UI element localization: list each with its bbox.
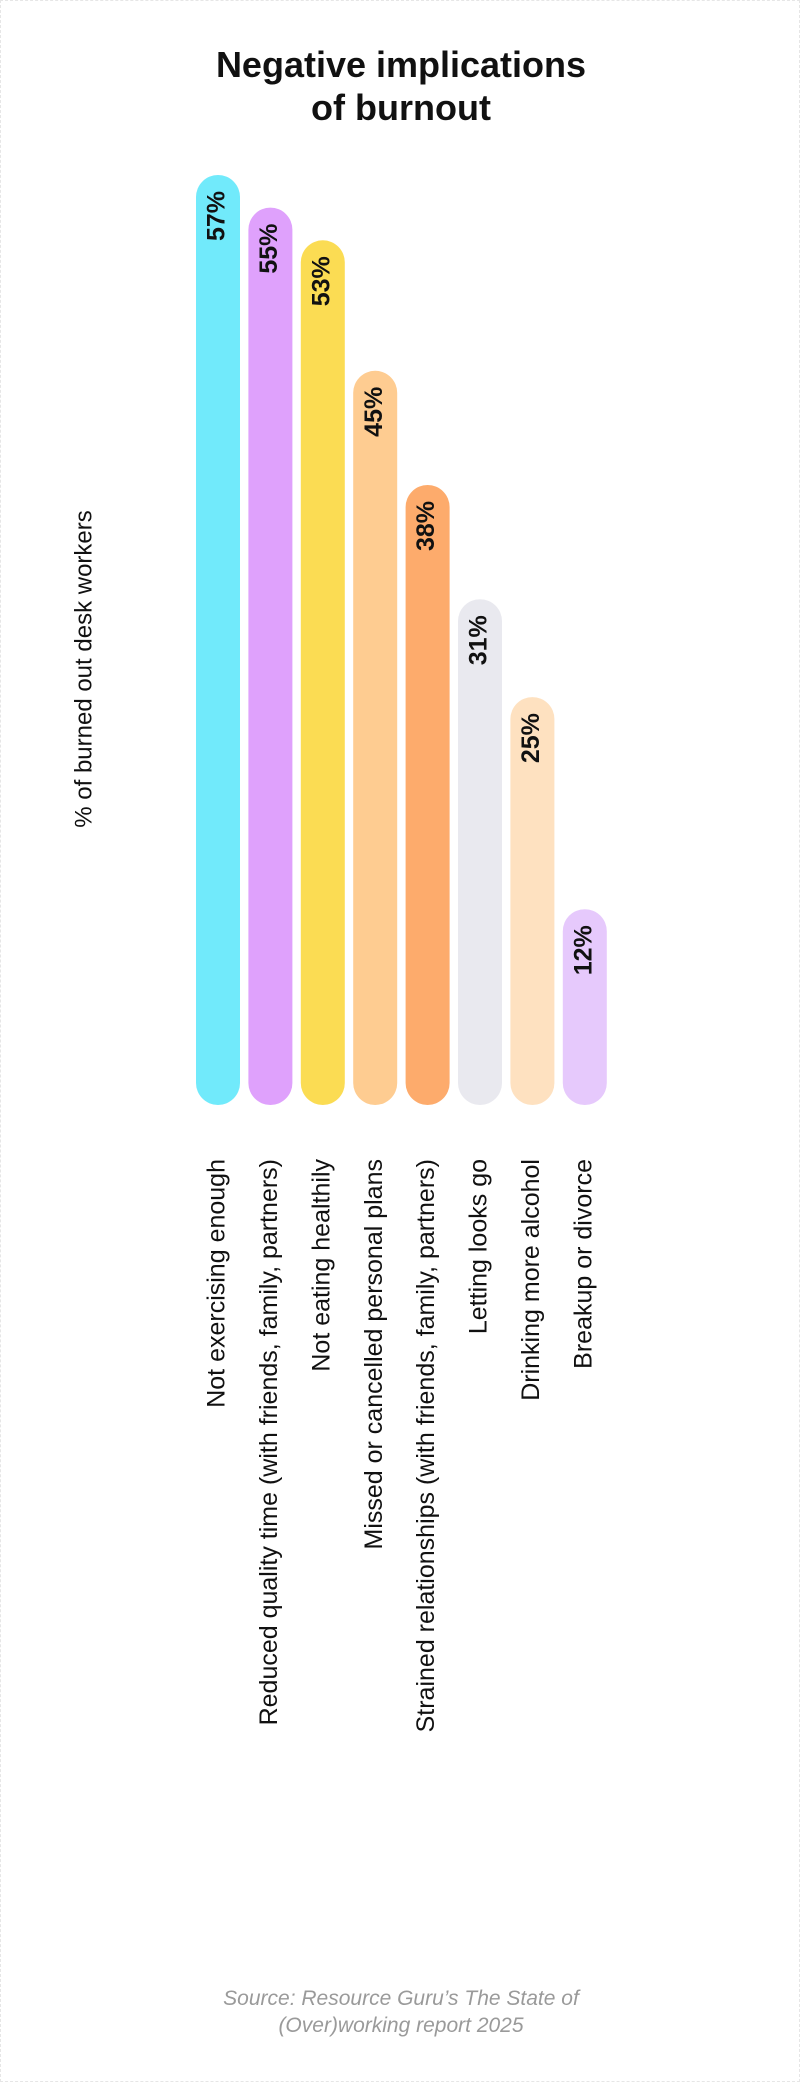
y-axis-label: % of burned out desk workers bbox=[70, 510, 97, 828]
bar-4 bbox=[353, 370, 398, 1106]
source-line-1: Source: Resource Guru’s The State of bbox=[223, 1987, 579, 2010]
bar-value-label-3: 53% bbox=[307, 256, 335, 306]
bar-1 bbox=[196, 175, 240, 1105]
value-labels-group: 57% 55% 53% 45% 38% 31% 25% 12% bbox=[203, 191, 598, 975]
source-note: Source: Resource Guru’s The State of (Ov… bbox=[1, 1985, 800, 2039]
bar-value-label-1: 57% bbox=[203, 191, 231, 241]
bar-3 bbox=[300, 240, 345, 1105]
bar-value-label-4: 45% bbox=[360, 387, 388, 437]
bar-5 bbox=[405, 485, 450, 1105]
category-label-7: Drinking more alcohol bbox=[517, 1159, 545, 1401]
bar-2 bbox=[248, 207, 293, 1105]
chart-title-line-1: Negative implications bbox=[215, 44, 587, 85]
category-label-2: Reduced quality time (with friends, fami… bbox=[255, 1159, 283, 1725]
bar-8 bbox=[562, 909, 607, 1105]
bar-value-label-2: 55% bbox=[255, 224, 283, 274]
chart-title: Negative implications of burnout bbox=[1, 43, 800, 129]
category-label-6: Letting looks go bbox=[465, 1159, 493, 1334]
bar-value-label-5: 38% bbox=[412, 501, 440, 551]
bar-6 bbox=[458, 599, 502, 1105]
bars-group bbox=[196, 175, 607, 1106]
category-label-1: Not exercising enough bbox=[203, 1159, 231, 1408]
category-label-4: Missed or cancelled personal plans bbox=[360, 1159, 388, 1550]
chart-title-line-2: of burnout bbox=[311, 87, 491, 128]
category-label-5: Strained relationships (with friends, fa… bbox=[412, 1159, 440, 1732]
source-line-2: (Over)working report 2025 bbox=[278, 2014, 524, 2037]
bar-7 bbox=[510, 697, 555, 1105]
bar-value-label-6: 31% bbox=[465, 615, 493, 665]
category-label-8: Breakup or divorce bbox=[569, 1159, 597, 1369]
bar-value-label-8: 12% bbox=[569, 925, 597, 975]
category-labels-group: Not exercising enough Reduced quality tim… bbox=[203, 1159, 598, 1733]
category-label-3: Not eating healthily bbox=[307, 1159, 335, 1372]
bar-value-label-7: 25% bbox=[517, 713, 545, 763]
